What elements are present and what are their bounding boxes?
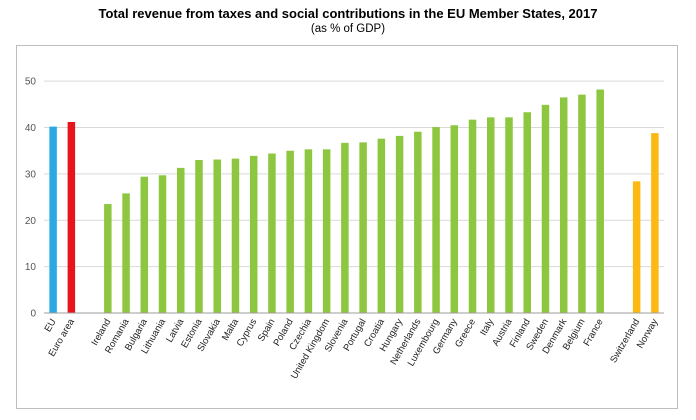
bar-eu (49, 126, 57, 313)
chart-subtitle: (as % of GDP) (310, 23, 386, 35)
bar-slovakia (213, 159, 221, 313)
bar-cyprus (249, 155, 258, 313)
bar-austria (505, 117, 513, 313)
bar-lithuania (158, 175, 167, 313)
bar-romania (122, 193, 130, 313)
bar-denmark (559, 97, 568, 313)
bar-slovenia (341, 142, 349, 313)
bar-latvia (177, 167, 185, 313)
bar-poland (286, 150, 294, 313)
gridlines (44, 80, 664, 268)
bar-belgium (578, 94, 586, 313)
bar-luxembourg (432, 127, 440, 313)
bar-estonia (195, 160, 203, 313)
bar-euro-area (67, 121, 76, 314)
bar-united-kingdom (322, 149, 331, 313)
y-tick-label: 30 (25, 169, 37, 180)
bar-bulgaria (140, 176, 149, 313)
bar-greece (468, 119, 477, 313)
y-tick-label: 0 (30, 309, 36, 320)
y-axis-ticks: 0 10 20 30 40 50 (25, 77, 37, 320)
bar-ireland (104, 204, 112, 313)
bar-hungary (395, 135, 404, 313)
bar-finland (523, 112, 531, 313)
bar-malta (231, 158, 240, 313)
bars (49, 89, 659, 314)
x-tick-label: Italy (478, 317, 496, 338)
y-tick-label: 50 (25, 77, 37, 88)
y-tick-label: 10 (25, 262, 37, 273)
x-tick-label: EU (43, 317, 59, 334)
bar-france (596, 89, 604, 313)
chart-frame (16, 45, 678, 409)
bar-netherlands (414, 131, 422, 313)
y-tick-label: 20 (25, 216, 37, 227)
bar-italy (487, 117, 495, 313)
bar-sweden (541, 104, 550, 313)
bar-czechia (304, 149, 313, 313)
bar-croatia (377, 138, 386, 313)
bar-norway (651, 133, 659, 313)
y-tick-label: 40 (25, 123, 37, 134)
bar-germany (450, 125, 459, 314)
chart-title: Total revenue from taxes and social cont… (98, 6, 598, 21)
bar-portugal (359, 142, 367, 313)
bar-spain (268, 153, 276, 313)
bar-switzerland (632, 181, 641, 313)
